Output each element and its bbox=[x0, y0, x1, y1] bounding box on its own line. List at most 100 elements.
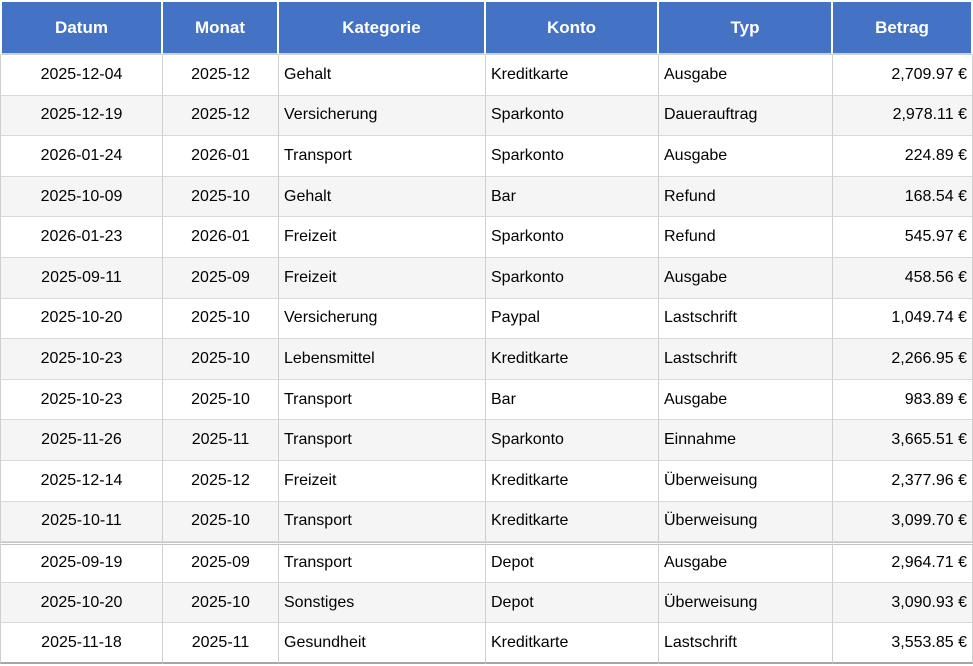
cell-betrag: 458.56 € bbox=[833, 257, 973, 299]
cell-kategorie: Freizeit bbox=[279, 217, 486, 258]
cell-betrag: 2,978.11 € bbox=[833, 95, 973, 137]
table-row: 2025-10-11 2025-10 Transport Kreditkarte Übe… bbox=[0, 501, 973, 543]
cell-kategorie: Transport bbox=[279, 379, 486, 421]
cell-datum: 2025-10-20 bbox=[0, 298, 163, 340]
cell-konto: Sparkonto bbox=[486, 257, 659, 299]
cell-datum: 2026-01-24 bbox=[0, 136, 163, 177]
cell-betrag: 168.54 € bbox=[833, 176, 973, 218]
cell-konto: Sparkonto bbox=[486, 420, 659, 461]
cell-datum: 2025-11-26 bbox=[0, 420, 163, 461]
cell-kategorie: Transport bbox=[279, 542, 486, 583]
cell-betrag: 2,377.96 € bbox=[833, 460, 973, 502]
cell-monat: 2025-09 bbox=[163, 542, 279, 583]
column-header-kategorie: Kategorie bbox=[279, 2, 486, 55]
cell-typ: Ausgabe bbox=[659, 257, 833, 299]
cell-typ: Einnahme bbox=[659, 420, 833, 461]
cell-datum: 2025-10-20 bbox=[0, 582, 163, 624]
cell-konto: Depot bbox=[486, 542, 659, 583]
cell-datum: 2025-10-23 bbox=[0, 339, 163, 380]
table-header: Datum Monat Kategorie Konto Typ Betrag bbox=[0, 2, 973, 55]
column-header-betrag: Betrag bbox=[833, 2, 973, 55]
cell-monat: 2025-10 bbox=[163, 501, 279, 543]
cell-monat: 2025-10 bbox=[163, 298, 279, 340]
table-row: 2025-11-26 2025-11 Transport Sparkonto Einna… bbox=[0, 420, 973, 461]
cell-monat: 2025-12 bbox=[163, 460, 279, 502]
table-row: 2025-09-11 2025-09 Freizeit Sparkonto Ausgab… bbox=[0, 257, 973, 299]
table-row: 2025-12-19 2025-12 Versicherung Sparkonto Da… bbox=[0, 95, 973, 137]
cell-konto: Paypal bbox=[486, 298, 659, 340]
cell-typ: Refund bbox=[659, 217, 833, 258]
cell-typ: Refund bbox=[659, 176, 833, 218]
cell-typ: Ausgabe bbox=[659, 542, 833, 583]
cell-betrag: 2,964.71 € bbox=[833, 542, 973, 583]
cell-typ: Dauerauftrag bbox=[659, 95, 833, 137]
cell-betrag: 3,099.70 € bbox=[833, 501, 973, 543]
cell-kategorie: Versicherung bbox=[279, 95, 486, 137]
cell-typ: Lastschrift bbox=[659, 339, 833, 380]
cell-kategorie: Gehalt bbox=[279, 55, 486, 96]
cell-kategorie: Versicherung bbox=[279, 298, 486, 340]
cell-typ: Lastschrift bbox=[659, 623, 833, 664]
cell-betrag: 3,553.85 € bbox=[833, 623, 973, 664]
cell-typ: Ausgabe bbox=[659, 55, 833, 96]
header-row: Datum Monat Kategorie Konto Typ Betrag bbox=[0, 2, 973, 55]
table-row: 2025-09-19 2025-09 Transport Depot Ausgabe 2,… bbox=[0, 542, 973, 583]
cell-konto: Kreditkarte bbox=[486, 339, 659, 380]
cell-typ: Überweisung bbox=[659, 582, 833, 624]
cell-kategorie: Transport bbox=[279, 501, 486, 543]
cell-typ: Ausgabe bbox=[659, 136, 833, 177]
cell-kategorie: Sonstiges bbox=[279, 582, 486, 624]
column-header-konto: Konto bbox=[486, 2, 659, 55]
cell-monat: 2025-10 bbox=[163, 339, 279, 380]
cell-konto: Depot bbox=[486, 582, 659, 624]
cell-monat: 2025-12 bbox=[163, 55, 279, 96]
cell-konto: Kreditkarte bbox=[486, 501, 659, 543]
table-body: 2025-12-04 2025-12 Gehalt Kreditkarte Ausgab… bbox=[0, 55, 973, 664]
cell-konto: Kreditkarte bbox=[486, 460, 659, 502]
table-row: 2025-12-04 2025-12 Gehalt Kreditkarte Ausgab… bbox=[0, 55, 973, 96]
cell-konto: Sparkonto bbox=[486, 95, 659, 137]
cell-kategorie: Transport bbox=[279, 136, 486, 177]
cell-datum: 2025-10-23 bbox=[0, 379, 163, 421]
cell-monat: 2026-01 bbox=[163, 217, 279, 258]
cell-datum: 2025-10-11 bbox=[0, 501, 163, 543]
cell-betrag: 983.89 € bbox=[833, 379, 973, 421]
column-header-monat: Monat bbox=[163, 2, 279, 55]
cell-datum: 2025-09-11 bbox=[0, 257, 163, 299]
cell-betrag: 2,709.97 € bbox=[833, 55, 973, 96]
cell-konto: Kreditkarte bbox=[486, 55, 659, 96]
table-row: 2025-10-23 2025-10 Lebensmittel Kreditkarte… bbox=[0, 339, 973, 380]
cell-datum: 2025-12-04 bbox=[0, 55, 163, 96]
cell-betrag: 2,266.95 € bbox=[833, 339, 973, 380]
cell-kategorie: Freizeit bbox=[279, 257, 486, 299]
cell-monat: 2025-11 bbox=[163, 420, 279, 461]
table-row: 2025-11-18 2025-11 Gesundheit Kreditkarte La… bbox=[0, 623, 973, 664]
cell-monat: 2025-12 bbox=[163, 95, 279, 137]
cell-datum: 2025-12-14 bbox=[0, 460, 163, 502]
table-row: 2025-12-14 2025-12 Freizeit Kreditkarte Über… bbox=[0, 460, 973, 502]
table-row: 2025-10-20 2025-10 Sonstiges Depot Überweisu… bbox=[0, 582, 973, 624]
cell-betrag: 545.97 € bbox=[833, 217, 973, 258]
cell-typ: Überweisung bbox=[659, 501, 833, 543]
cell-monat: 2025-10 bbox=[163, 176, 279, 218]
cell-kategorie: Freizeit bbox=[279, 460, 486, 502]
cell-betrag: 1,049.74 € bbox=[833, 298, 973, 340]
cell-kategorie: Transport bbox=[279, 420, 486, 461]
cell-konto: Sparkonto bbox=[486, 136, 659, 177]
cell-datum: 2025-10-09 bbox=[0, 176, 163, 218]
column-header-datum: Datum bbox=[0, 2, 163, 55]
cell-betrag: 3,665.51 € bbox=[833, 420, 973, 461]
table-row: 2025-10-20 2025-10 Versicherung Paypal Lasts… bbox=[0, 298, 973, 340]
cell-monat: 2025-11 bbox=[163, 623, 279, 664]
cell-kategorie: Gehalt bbox=[279, 176, 486, 218]
cell-konto: Kreditkarte bbox=[486, 623, 659, 664]
cell-typ: Lastschrift bbox=[659, 298, 833, 340]
table-row: 2025-10-09 2025-10 Gehalt Bar Refund 168.54 € bbox=[0, 176, 973, 218]
cell-betrag: 3,090.93 € bbox=[833, 582, 973, 624]
cell-monat: 2025-10 bbox=[163, 379, 279, 421]
cell-datum: 2025-09-19 bbox=[0, 542, 163, 583]
cell-monat: 2026-01 bbox=[163, 136, 279, 177]
cell-typ: Überweisung bbox=[659, 460, 833, 502]
cell-kategorie: Lebensmittel bbox=[279, 339, 486, 380]
